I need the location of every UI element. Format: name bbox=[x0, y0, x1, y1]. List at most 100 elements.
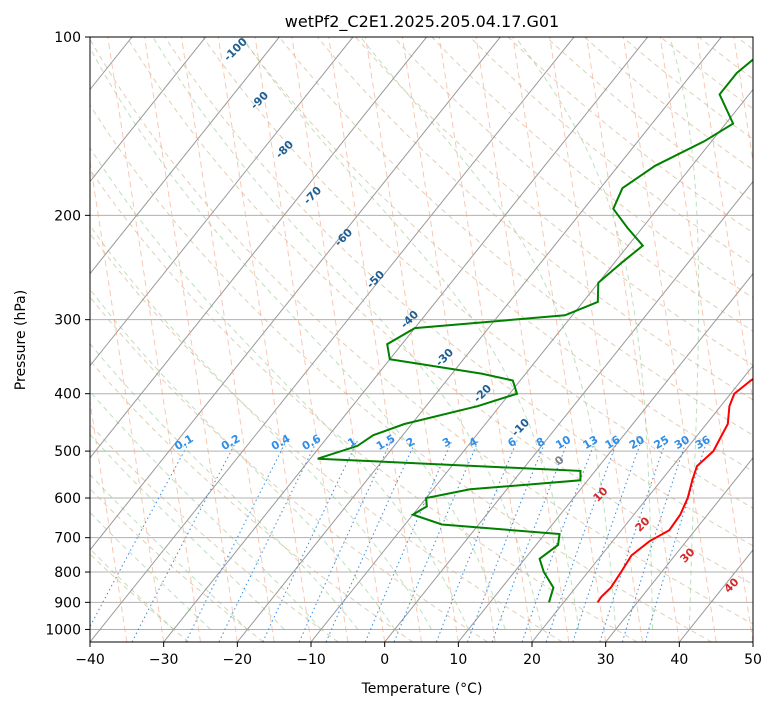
mixing-ratio-label: 1 bbox=[345, 435, 358, 450]
saturation-line bbox=[90, 398, 128, 642]
isotherm bbox=[531, 364, 753, 642]
saturation-line bbox=[586, 37, 680, 642]
saturation-line bbox=[328, 37, 422, 642]
y-axis-label: Pressure (hPa) bbox=[13, 290, 29, 390]
dry-adiabat bbox=[90, 423, 339, 642]
dry-adiabat bbox=[507, 37, 753, 234]
mixing-ratio-line bbox=[644, 440, 708, 642]
isotherm bbox=[90, 37, 207, 183]
isotherm-label: 10 bbox=[591, 484, 611, 504]
dry-adiabat bbox=[90, 168, 638, 642]
dry-adiabat bbox=[354, 37, 753, 366]
x-tick-label: 10 bbox=[449, 652, 467, 668]
dry-adiabat bbox=[469, 37, 753, 266]
saturation-line bbox=[512, 37, 607, 642]
saturation-line bbox=[659, 37, 753, 642]
dry-adiabat bbox=[90, 488, 264, 642]
moist-adiabat bbox=[90, 224, 432, 630]
y-tick-label: 100 bbox=[54, 30, 81, 46]
dry-adiabat bbox=[90, 38, 753, 625]
dry-adiabat bbox=[736, 37, 753, 50]
y-tick-label: 500 bbox=[54, 444, 81, 460]
plot-frame bbox=[89, 36, 754, 643]
y-tick-label: 700 bbox=[54, 531, 81, 547]
dry-adiabat bbox=[126, 37, 753, 585]
mixing-ratio-label: 1.5 bbox=[374, 432, 397, 453]
moist-adiabat bbox=[90, 433, 285, 630]
mixing-ratio-label: 13 bbox=[581, 433, 601, 452]
svg-text:Pressure (hPa): Pressure (hPa) bbox=[13, 290, 29, 390]
y-tick-label: 300 bbox=[54, 313, 81, 329]
isotherm-label: -50 bbox=[364, 268, 387, 291]
mixing-ratio-line bbox=[325, 440, 417, 642]
mixing-ratio-line bbox=[491, 440, 569, 642]
mixing-ratio-label: 16 bbox=[603, 433, 623, 452]
isotherm-label: -60 bbox=[332, 226, 355, 249]
mixing-ratio-label: 10 bbox=[553, 433, 573, 452]
saturation-line bbox=[180, 37, 275, 642]
x-tick-label: −10 bbox=[296, 652, 326, 668]
x-tick-label: 20 bbox=[523, 652, 541, 668]
dry-adiabat bbox=[90, 232, 563, 642]
moist-adiabat bbox=[90, 511, 211, 630]
temperature-profile bbox=[596, 377, 753, 603]
y-tick-label: 600 bbox=[54, 491, 81, 507]
mixing-ratio-line bbox=[218, 440, 318, 642]
x-tick-label: −40 bbox=[75, 652, 105, 668]
moist-adiabat bbox=[90, 146, 469, 630]
mixing-ratio-line bbox=[545, 440, 618, 642]
mixing-ratio-line bbox=[131, 440, 238, 642]
x-tick-label: 50 bbox=[744, 652, 762, 668]
moist-adiabat bbox=[514, 37, 653, 630]
moist-adiabat bbox=[360, 37, 617, 630]
isotherm bbox=[90, 37, 428, 459]
isotherm bbox=[90, 37, 280, 275]
mixing-ratio-label: 25 bbox=[652, 433, 672, 452]
y-axis: 100 200 300 400 500 600 700 800 900 1000 bbox=[45, 30, 90, 638]
mixing-ratio-line bbox=[572, 440, 642, 642]
y-tick-label: 800 bbox=[54, 565, 81, 581]
saturation-line bbox=[733, 37, 753, 165]
isotherm-label: -70 bbox=[301, 184, 324, 207]
isopleth-labels: 0.1 0.2 0.4 0.6 1 1.5 2 3 4 6 8 10 13 16 20 25 30 36-100-… bbox=[172, 35, 742, 596]
mixing-ratio-label: 8 bbox=[534, 435, 547, 450]
dry-adiabat bbox=[393, 37, 753, 332]
x-tick-label: 30 bbox=[597, 652, 615, 668]
mixing-ratio-line bbox=[467, 440, 546, 642]
isotherm bbox=[384, 180, 753, 642]
dry-adiabat bbox=[240, 37, 753, 472]
isotherm bbox=[605, 457, 753, 642]
profile-lines bbox=[317, 58, 753, 603]
dry-adiabat bbox=[316, 37, 753, 401]
isotherm-label: 40 bbox=[722, 575, 742, 595]
x-axis-label: Temperature (°C) bbox=[361, 681, 483, 697]
mixing-ratio-label: 0.6 bbox=[300, 432, 324, 453]
mixing-ratio-line bbox=[393, 440, 479, 642]
moist-adiabat bbox=[90, 390, 322, 630]
y-tick-label: 200 bbox=[54, 208, 81, 224]
mixing-ratio-line bbox=[185, 440, 287, 642]
mixing-ratio-label: 30 bbox=[672, 433, 692, 452]
moist-adiabat bbox=[90, 342, 359, 630]
dry-adiabat bbox=[659, 37, 753, 110]
mixing-ratio-line bbox=[599, 440, 667, 642]
y-tick-label: 1000 bbox=[45, 622, 81, 638]
x-tick-label: 0 bbox=[380, 652, 389, 668]
saturation-line bbox=[217, 37, 312, 642]
mixing-ratio-line bbox=[621, 440, 687, 642]
saturation-line bbox=[622, 37, 717, 642]
dry-adiabat bbox=[90, 359, 414, 642]
mixing-ratio-label: 0.1 bbox=[172, 432, 195, 453]
mixing-ratio-label: 0.2 bbox=[219, 432, 242, 453]
isotherm-label: -90 bbox=[248, 89, 271, 112]
background-lines bbox=[90, 37, 753, 642]
isotherm-label: 0 bbox=[552, 453, 567, 468]
saturation-line bbox=[254, 37, 349, 642]
saturation-line bbox=[549, 37, 643, 642]
isotherm bbox=[457, 272, 753, 642]
mixing-ratio-label: 2 bbox=[404, 435, 417, 450]
x-tick-label: 40 bbox=[670, 652, 688, 668]
isotherm bbox=[90, 37, 354, 367]
isotherm bbox=[752, 641, 753, 642]
saturation-line bbox=[144, 37, 238, 642]
